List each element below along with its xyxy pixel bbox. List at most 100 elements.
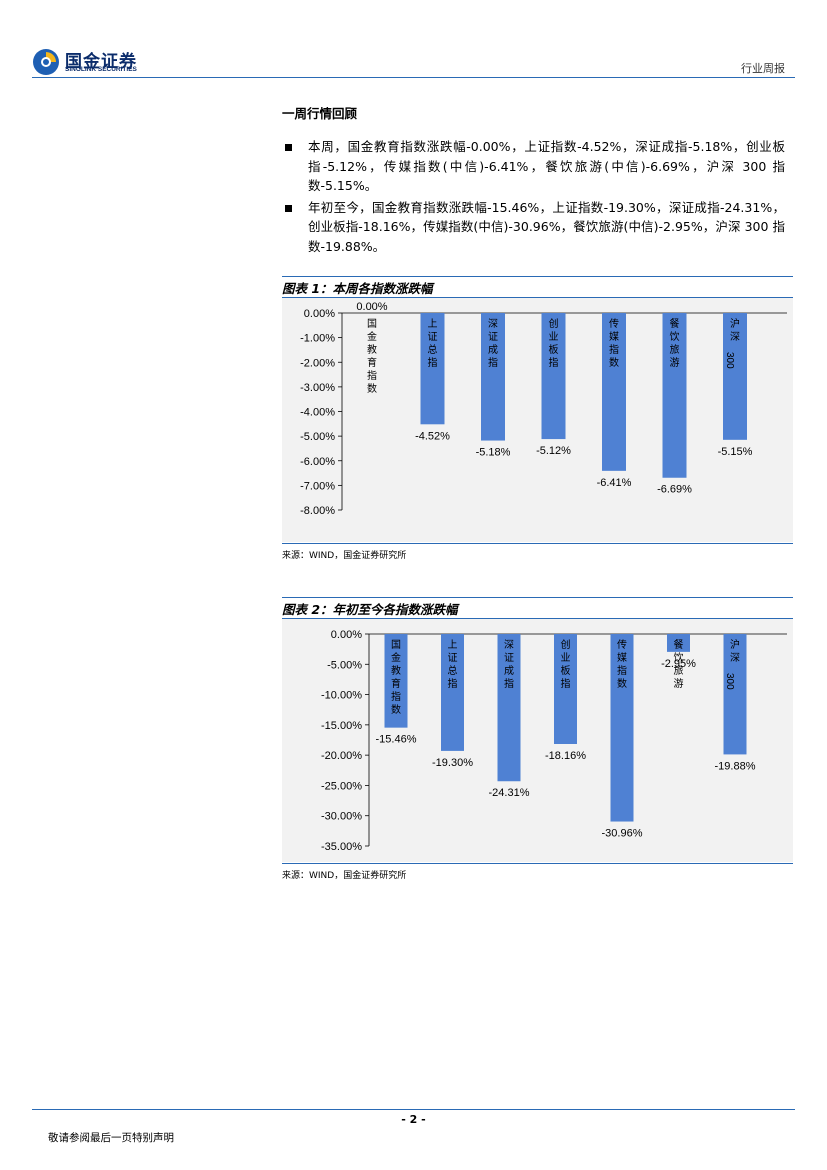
category-label-char: 证 — [428, 331, 438, 343]
bullet-text: 本周，国金教育指数涨跌幅-0.00%，上证指数-4.52%，深证成指-5.18%… — [308, 139, 785, 193]
category-label-char: 金 — [367, 330, 377, 343]
y-tick-label: -3.00% — [300, 382, 335, 394]
category-label-char: 深 — [730, 331, 740, 343]
y-tick-label: -10.00% — [321, 690, 362, 702]
category-label-char: 总 — [448, 664, 458, 677]
figure-2-title: 图表 2：年初至今各指数涨跌幅 — [282, 602, 458, 617]
data-label: -15.46% — [376, 734, 417, 746]
bar — [610, 634, 634, 822]
y-tick-label: -25.00% — [321, 780, 362, 792]
category-label-char: 指 — [448, 677, 458, 690]
bullet-square-icon — [285, 144, 292, 151]
category-label-char: 深 — [488, 318, 498, 330]
category-label-char: 餐 — [670, 317, 680, 330]
figure-1-source: 来源：WIND，国金证券研究所 — [282, 551, 407, 561]
disclaimer-text: 敬请参阅最后一页特别声明 — [48, 1132, 174, 1144]
figure-2-chart-area: 0.00% -5.00% -10.00% -15.00% -20.00% -25.00% -… — [282, 619, 793, 862]
y-tick-label: -4.00% — [300, 407, 335, 419]
category-label-char: 板 — [561, 664, 571, 677]
bar — [384, 634, 408, 728]
data-label: -5.15% — [718, 446, 753, 458]
bullet-item-ytd: 年初至今，国金教育指数涨跌幅-15.46%，上证指数-19.30%，深证成指-2… — [282, 198, 785, 257]
category-label-char: 指 — [617, 664, 627, 677]
category-label-text: 300 — [724, 352, 735, 369]
category-label-char: 餐 — [674, 638, 684, 651]
data-label: -18.16% — [545, 750, 586, 762]
y-tick-label: 0.00% — [304, 308, 335, 320]
category-label-char: 深 — [504, 639, 514, 651]
y-tick-label: -5.00% — [327, 659, 362, 671]
category-label-char: 指 — [561, 677, 571, 690]
category-label-char: 沪 — [730, 317, 740, 330]
bar — [602, 313, 626, 471]
figure-1-title: 图表 1：本周各指数涨跌幅 — [282, 281, 433, 296]
y-tick-label: -5.00% — [300, 431, 335, 443]
category-label-char: 数 — [609, 356, 619, 369]
category-label-char: 创 — [549, 317, 559, 330]
data-label: -5.12% — [536, 445, 571, 457]
category-label-char: 媒 — [617, 652, 627, 664]
category-label-char: 数 — [617, 677, 627, 690]
y-tick-label: -15.00% — [321, 720, 362, 732]
data-label: -6.69% — [657, 484, 692, 496]
category-label-char: 数 — [391, 703, 401, 716]
category-label-char: 数 — [367, 382, 377, 395]
logo-en-text: SINOLINK SECURITIES — [65, 66, 137, 73]
figure-1-header: 图表 1：本周各指数涨跌幅 — [282, 276, 793, 298]
category-label-char: 指 — [367, 369, 377, 382]
category-label-char: 沪 — [730, 638, 740, 651]
category-label-char: 媒 — [609, 331, 619, 343]
category-label-char: 成 — [504, 665, 514, 677]
category-label-char: 饮 — [670, 330, 680, 343]
data-label: -19.30% — [432, 757, 473, 769]
category-label-char: 创 — [561, 638, 571, 651]
y-tick-label: -7.00% — [300, 480, 335, 492]
category-label-char: 育 — [367, 356, 377, 369]
bar — [723, 313, 747, 440]
bar — [541, 313, 566, 440]
bar — [667, 634, 690, 652]
y-tick-label: -30.00% — [321, 811, 362, 823]
data-label: -4.52% — [415, 430, 450, 442]
category-label-char: 上 — [428, 318, 438, 330]
company-logo: 国金证券 SINOLINK SECURITIES — [32, 45, 157, 81]
category-label-char: 国 — [367, 318, 377, 330]
figure-2-header: 图表 2：年初至今各指数涨跌幅 — [282, 597, 793, 619]
figure-2-bottom-rule — [282, 863, 793, 864]
bullet-square-icon — [285, 204, 292, 212]
category-label-char: 证 — [504, 652, 514, 664]
category-label-char: 国 — [391, 639, 401, 651]
category-label-char: 业 — [561, 652, 571, 664]
bar — [481, 313, 505, 441]
data-label: -5.18% — [476, 447, 511, 459]
data-label: 0.00% — [356, 301, 387, 313]
category-label-char: 育 — [391, 677, 401, 690]
category-label-char: 教 — [367, 343, 377, 356]
category-label-char: 传 — [617, 639, 627, 651]
figure-1-chart-area: 0.00% -1.00% -2.00% -3.00% -4.00% -5.00% -6.00… — [282, 298, 793, 542]
figure-1-bottom-rule — [282, 543, 793, 544]
data-label: -2.95% — [661, 658, 696, 670]
category-label-char: 指 — [488, 356, 498, 369]
logo-cn-text: 国金证券 — [65, 52, 137, 72]
y-tick-label: -6.00% — [300, 456, 335, 468]
y-tick-label: -8.00% — [300, 505, 335, 517]
category-label-text: 300 — [724, 673, 735, 690]
data-label: -19.88% — [715, 760, 756, 772]
bullet-item-week: 本周，国金教育指数涨跌幅-0.00%，上证指数-4.52%，深证成指-5.18%… — [282, 137, 785, 196]
category-label-char: 总 — [428, 343, 438, 356]
category-label-char: 饮 — [674, 651, 684, 664]
category-label-char: 指 — [609, 343, 619, 356]
y-tick-label: -1.00% — [300, 333, 335, 345]
data-label: -6.41% — [597, 477, 632, 489]
bar — [420, 313, 445, 425]
figure-2-source: 来源：WIND，国金证券研究所 — [282, 871, 407, 881]
bar — [441, 634, 464, 751]
section-title: 一周行情回顾 — [282, 106, 358, 121]
y-tick-label: -2.00% — [300, 357, 335, 369]
category-label-char: 业 — [549, 331, 559, 343]
bullet-list: 本周，国金教育指数涨跌幅-0.00%，上证指数-4.52%，深证成指-5.18%… — [282, 137, 785, 258]
category-label-char: 旅 — [670, 343, 680, 356]
bar — [723, 634, 747, 755]
category-label-char: 教 — [391, 664, 401, 677]
